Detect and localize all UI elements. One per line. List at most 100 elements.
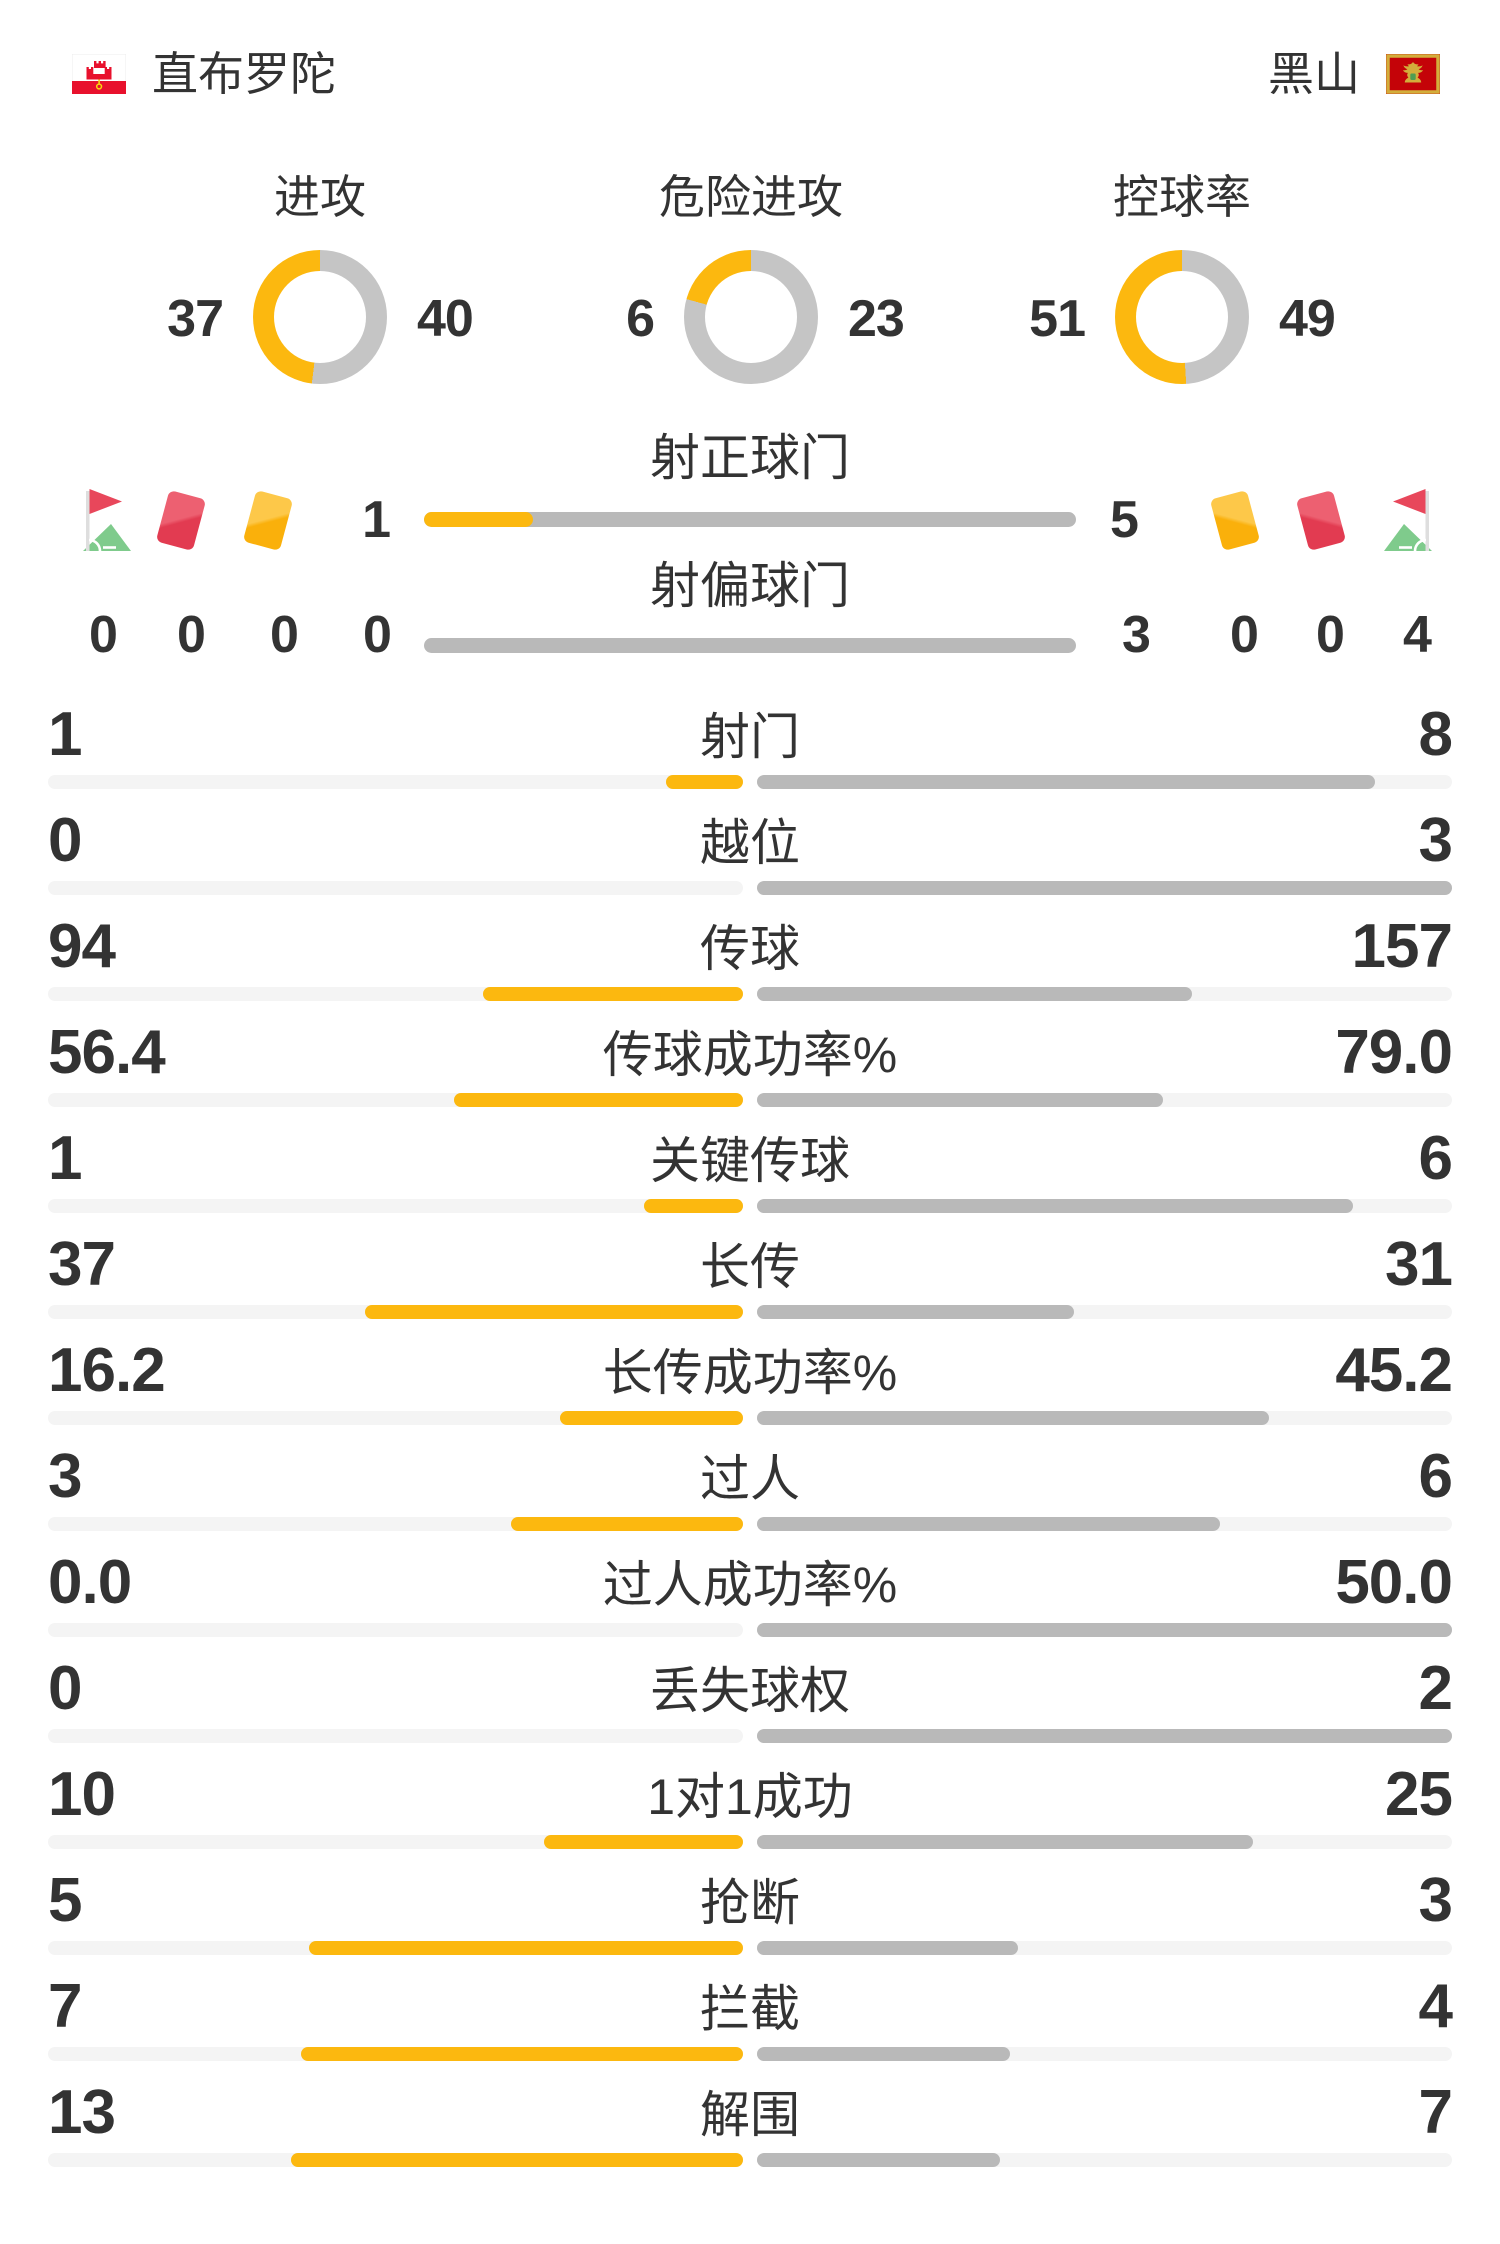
stat-home-bar (48, 1093, 743, 1107)
stat-home-value: 0.0 (48, 1548, 132, 1617)
shots-on-target-title: 射正球门 (650, 430, 850, 486)
donut-ring-chart (253, 250, 387, 384)
stat-away-bar-fill (757, 2153, 1001, 2167)
stat-away-bar-fill (757, 881, 1452, 895)
away-corners-count: 4 (1403, 606, 1432, 664)
stat-label: 传球成功率% (602, 1027, 898, 1083)
stat-home-value: 13 (48, 2078, 116, 2147)
stat-away-bar (757, 1835, 1452, 1849)
donut-away-value: 49 (1279, 290, 1336, 348)
stat-label: 解围 (700, 2087, 800, 2143)
stat-away-value: 4 (1418, 1972, 1453, 2041)
shots-off-target-bar (424, 638, 1076, 653)
stat-row: 1 射门 8 (0, 690, 1500, 796)
stat-home-value: 56.4 (48, 1018, 166, 1087)
home-corners-count: 0 (89, 606, 118, 664)
stat-row: 37 长传 31 (0, 1220, 1500, 1326)
stat-home-bar (48, 2153, 743, 2167)
match-header: 直布罗陀 黑山 (72, 48, 1440, 100)
stat-away-value: 50.0 (1335, 1548, 1453, 1617)
donut-title: 危险进攻 (659, 171, 843, 223)
stat-row: 3 过人 6 (0, 1432, 1500, 1538)
donut-hole (1136, 271, 1228, 363)
stat-home-value: 0 (48, 806, 82, 875)
stat-away-value: 6 (1418, 1124, 1453, 1193)
stat-home-bar-fill (453, 1093, 743, 1107)
donut-home-value: 6 (626, 290, 655, 348)
donut-home-value: 51 (1029, 290, 1086, 348)
stat-away-value: 157 (1351, 912, 1453, 981)
stat-home-bar (48, 881, 743, 895)
stat-away-bar-fill (757, 1517, 1221, 1531)
stat-away-bar (757, 775, 1452, 789)
stat-away-bar (757, 1199, 1452, 1213)
stat-home-value: 1 (48, 1124, 82, 1193)
stat-home-bar-fill (482, 987, 743, 1001)
stat-away-bar-fill (757, 1835, 1254, 1849)
donut-gauge: 危险进攻 6 23 (511, 172, 991, 422)
stat-label: 过人 (700, 1451, 800, 1507)
stat-home-bar-fill (559, 1411, 743, 1425)
stat-away-bar (757, 1517, 1452, 1531)
stat-label: 1对1成功 (647, 1769, 853, 1825)
stat-home-bar-fill (665, 775, 743, 789)
home-corner-flag-icon (75, 486, 131, 556)
away-team[interactable]: 黑山 (1268, 48, 1440, 100)
shots-off-target-away-value: 3 (1122, 606, 1151, 664)
stats-list: 1 射门 8 0 越位 3 94 传球 157 (0, 690, 1500, 2174)
stat-label: 拦截 (700, 1981, 800, 2037)
stat-away-bar-fill (757, 775, 1375, 789)
stat-label: 丢失球权 (650, 1663, 850, 1719)
stat-row: 13 解围 7 (0, 2068, 1500, 2174)
stat-away-value: 2 (1418, 1654, 1453, 1723)
donut-hole (274, 271, 366, 363)
stat-label: 长传成功率% (602, 1345, 898, 1401)
stat-away-bar-fill (757, 1199, 1353, 1213)
stat-home-bar-fill (300, 2047, 743, 2061)
stat-home-bar (48, 1199, 743, 1213)
donut-home-value: 37 (167, 290, 224, 348)
stat-row: 16.2 长传成功率% 45.2 (0, 1326, 1500, 1432)
away-red-cards-count: 0 (1316, 606, 1345, 664)
stat-home-bar (48, 1835, 743, 1849)
home-red-card-icon (155, 489, 207, 552)
stat-home-value: 10 (48, 1760, 116, 1829)
stat-away-bar-fill (757, 2047, 1010, 2061)
stat-home-value: 37 (48, 1230, 116, 1299)
shots-on-target-bar (424, 512, 1076, 527)
stat-label: 越位 (700, 815, 800, 871)
stat-row: 0 丢失球权 2 (0, 1644, 1500, 1750)
stat-away-bar (757, 987, 1452, 1001)
stat-away-value: 6 (1418, 1442, 1453, 1511)
stat-home-bar-fill (364, 1305, 743, 1319)
stat-away-value: 3 (1418, 1866, 1453, 1935)
stat-away-bar-fill (757, 1305, 1074, 1319)
away-red-card-icon (1295, 489, 1347, 552)
stat-away-value: 7 (1418, 2078, 1453, 2147)
stat-away-bar-fill (757, 1941, 1018, 1955)
home-team[interactable]: 直布罗陀 (72, 48, 336, 100)
stat-home-value: 16.2 (48, 1336, 166, 1405)
stat-home-bar (48, 1517, 743, 1531)
stat-home-value: 5 (48, 1866, 82, 1935)
stat-home-bar (48, 987, 743, 1001)
stat-away-value: 8 (1418, 700, 1453, 769)
stat-away-bar (757, 2153, 1452, 2167)
stat-label: 抢断 (700, 1875, 800, 1931)
stat-away-bar-fill (757, 1729, 1452, 1743)
stat-home-bar (48, 1729, 743, 1743)
donut-gauge: 进攻 37 40 (80, 172, 560, 422)
stat-home-bar-fill (291, 2153, 743, 2167)
stat-away-value: 3 (1418, 806, 1453, 875)
stat-home-bar-fill (544, 1835, 743, 1849)
shots-off-target-title: 射偏球门 (650, 558, 850, 614)
stat-away-bar (757, 2047, 1452, 2061)
home-team-name: 直布罗陀 (152, 48, 336, 100)
away-team-name: 黑山 (1268, 48, 1360, 100)
stat-home-bar (48, 775, 743, 789)
montenegro-flag-icon (1386, 54, 1440, 94)
away-corner-flag-icon (1384, 486, 1440, 556)
shots-on-target-away-value: 5 (1110, 491, 1139, 549)
stat-home-bar-fill (511, 1517, 743, 1531)
